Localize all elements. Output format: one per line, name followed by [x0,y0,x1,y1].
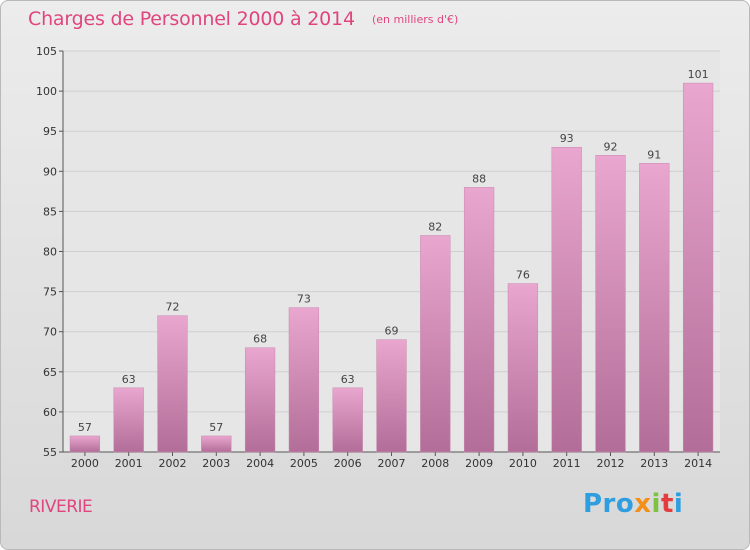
y-tick-label: 75 [43,286,57,299]
data-label: 68 [253,333,267,346]
x-tick-label: 2007 [378,457,406,470]
y-tick-label: 55 [43,446,57,459]
x-tick-label: 2014 [684,457,712,470]
data-label: 76 [516,269,530,282]
x-tick-label: 2010 [509,457,537,470]
bar [595,155,626,453]
bar [639,163,670,453]
data-label: 91 [647,148,661,161]
data-label: 72 [166,301,180,314]
bar [682,82,714,453]
axes: 55 60 65 70 75 80 85 90 95 100 105 2000 2001 2002 2003… [36,45,720,470]
data-label: 82 [428,220,442,233]
x-tick-label: 2004 [246,457,274,470]
bar [201,435,232,453]
y-tick-label: 65 [43,366,57,379]
x-tick-label: 2001 [115,457,143,470]
bar [113,387,144,453]
data-label: 57 [78,421,92,434]
bar [157,315,188,453]
y-tick-label: 105 [36,45,57,58]
y-tick-label: 60 [43,406,57,419]
x-tick-label: 2006 [334,457,362,470]
x-tick-label: 2011 [553,457,581,470]
proxiti-logo: Proxiti [583,489,684,519]
data-label: 69 [385,325,399,338]
chart-subtitle: (en milliers d'€) [372,13,459,26]
data-label: 101 [688,68,709,81]
x-tick-label: 2000 [71,457,99,470]
x-tick-label: 2008 [421,457,449,470]
bar [463,187,495,453]
data-label: 92 [604,140,618,153]
y-tick-label: 85 [43,205,57,218]
data-label: 63 [122,373,136,386]
bar [69,435,101,453]
y-tick-label: 95 [43,125,57,138]
x-tick-label: 2002 [159,457,187,470]
data-label: 57 [209,421,223,434]
bar [244,347,276,453]
data-label: 73 [297,293,311,306]
y-tick-label: 90 [43,165,57,178]
x-tick-label: 2005 [290,457,318,470]
y-tick-label: 100 [36,85,57,98]
bar [288,307,320,453]
x-tick-label: 2013 [640,457,668,470]
bar [376,339,407,453]
bar [507,283,539,453]
data-labels: 57 63 72 57 68 73 63 69 82 88 76 93 92 91 101 [78,68,709,434]
data-label: 63 [341,373,355,386]
bars [69,82,714,453]
x-tick-label: 2009 [465,457,493,470]
y-tick-label: 80 [43,246,57,259]
bar [332,387,363,453]
data-label: 93 [560,132,574,145]
y-tick-label: 70 [43,326,57,339]
data-label: 88 [472,172,486,185]
location-name: RIVERIE [29,497,93,517]
x-tick-label: 2003 [202,457,230,470]
bar [420,235,451,453]
bar [551,146,582,453]
chart-title: Charges de Personnel 2000 à 2014 [28,8,355,30]
x-tick-label: 2012 [597,457,625,470]
